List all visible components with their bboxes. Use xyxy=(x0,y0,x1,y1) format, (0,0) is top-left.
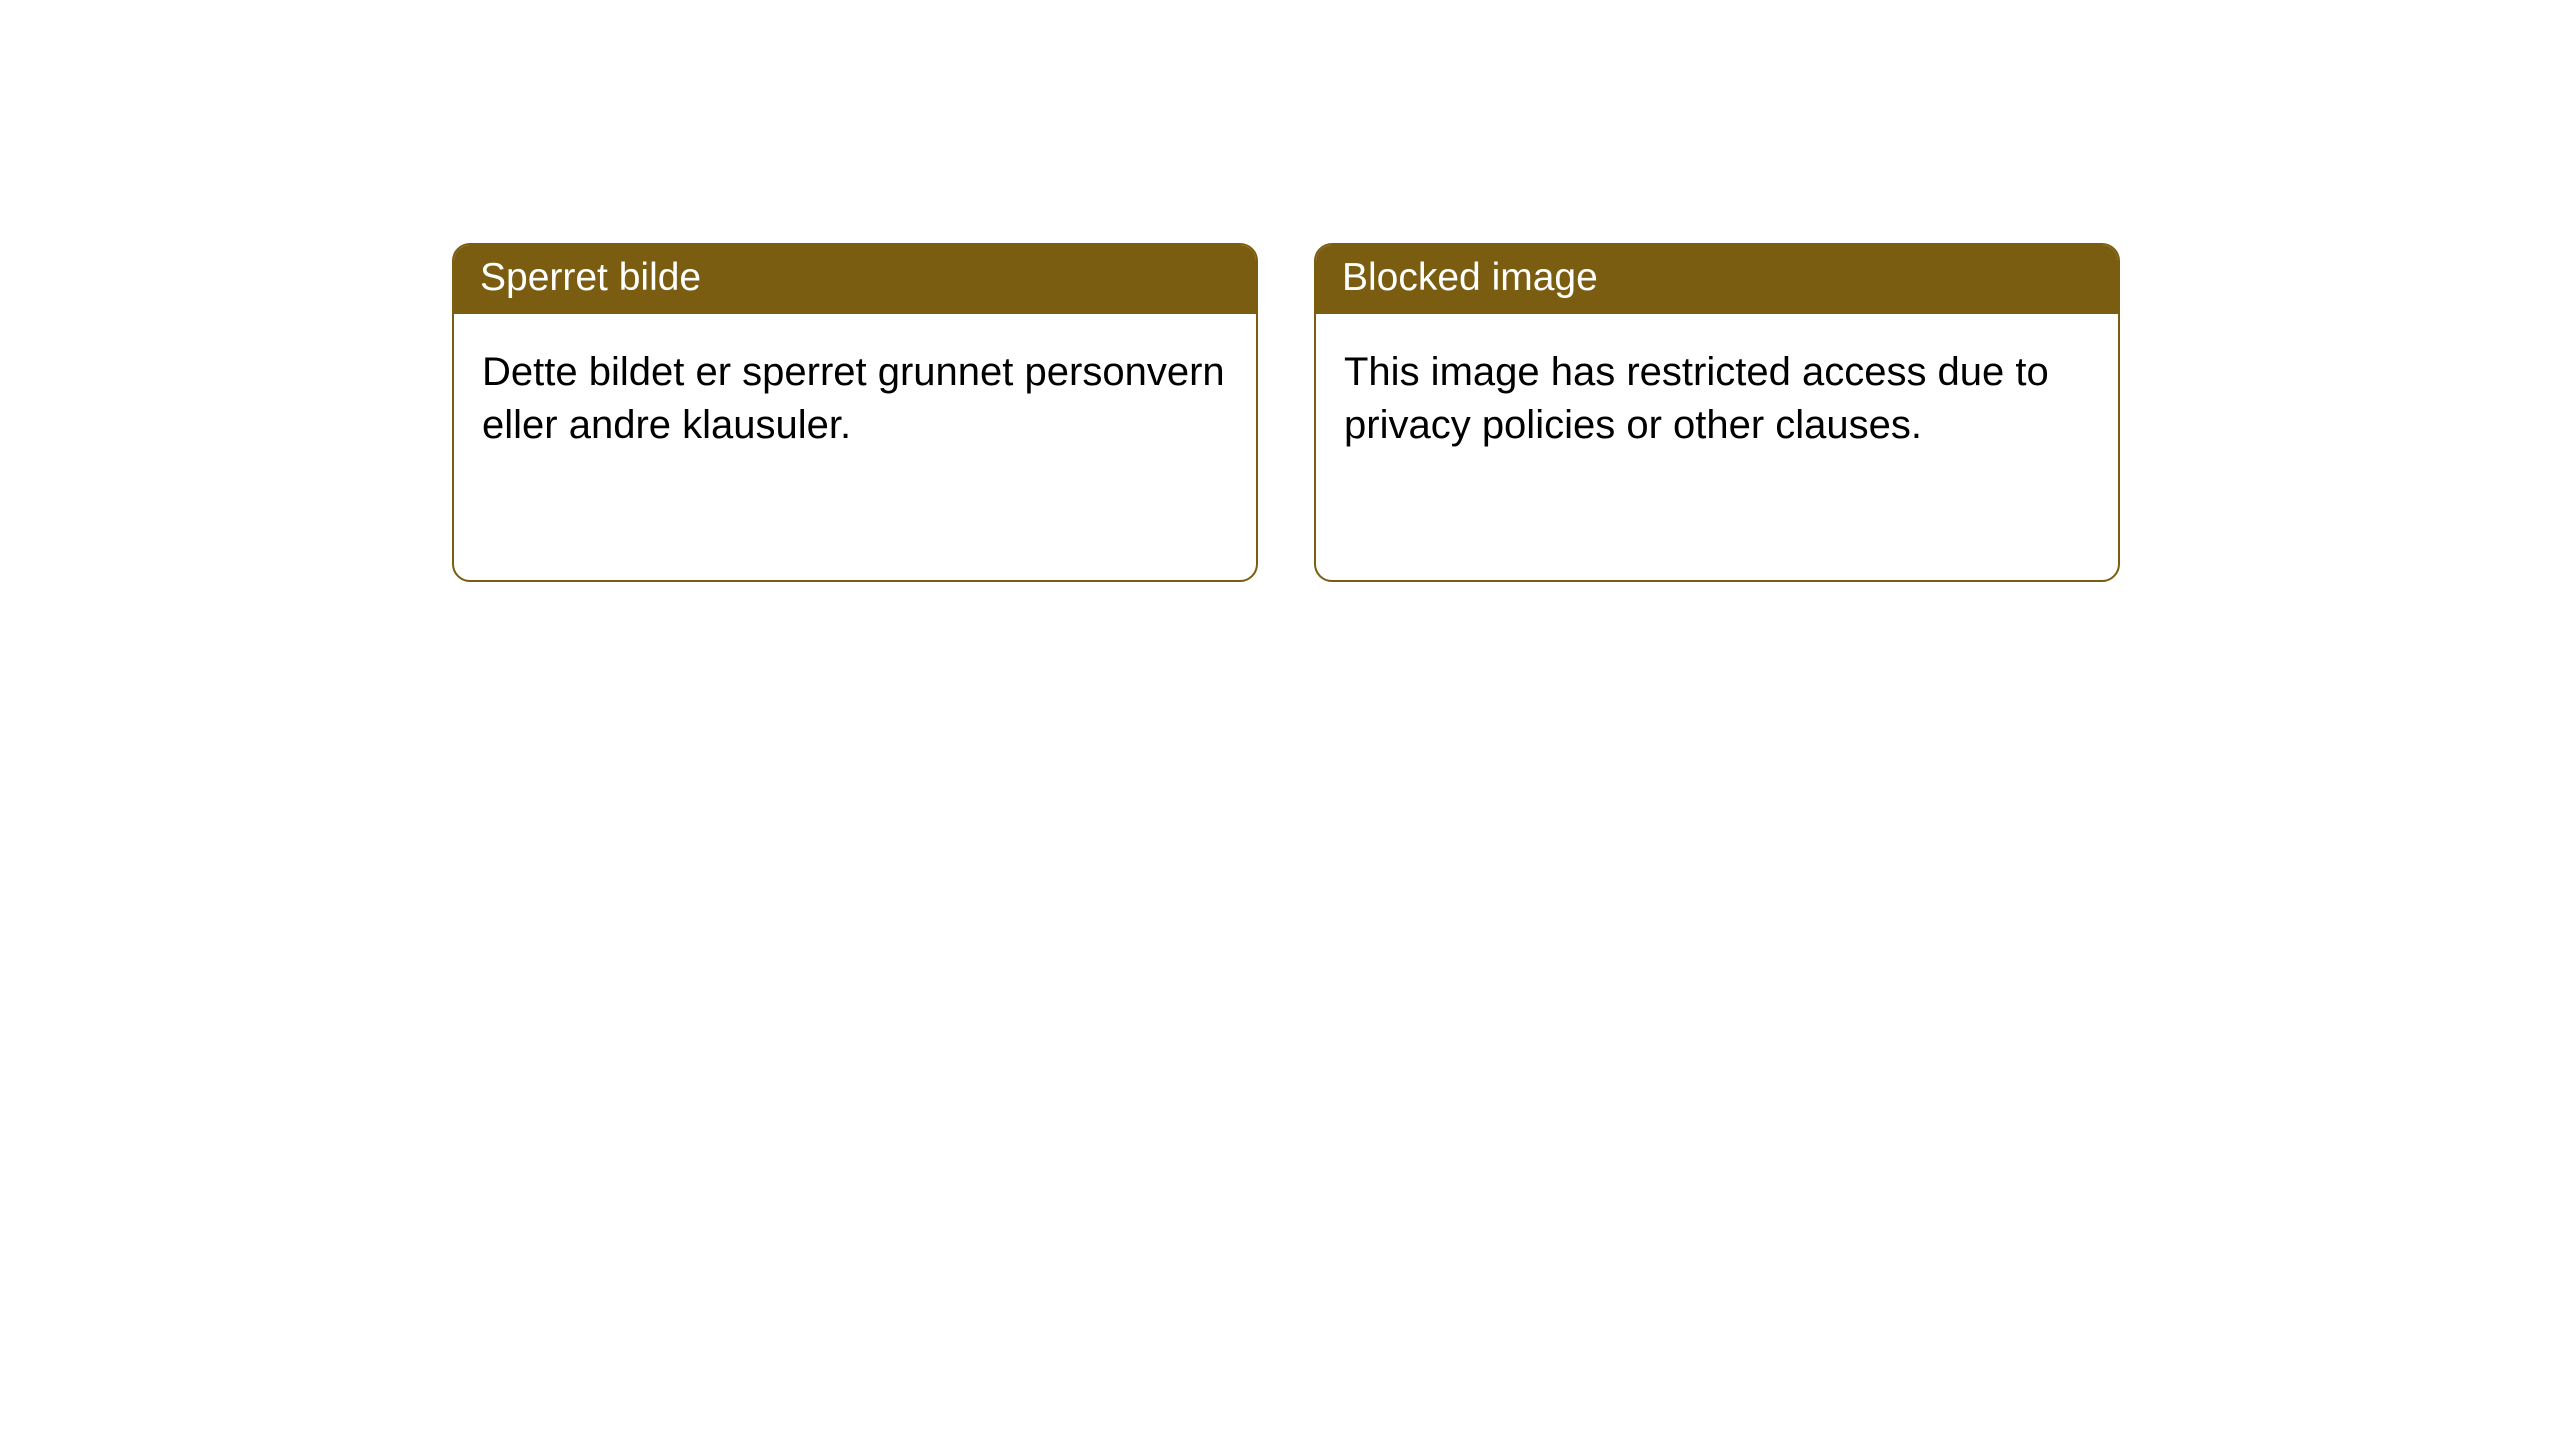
notice-card-body: Dette bildet er sperret grunnet personve… xyxy=(454,314,1256,480)
notice-card-title: Sperret bilde xyxy=(454,245,1256,314)
notice-cards-container: Sperret bilde Dette bildet er sperret gr… xyxy=(0,0,2560,582)
notice-card-no: Sperret bilde Dette bildet er sperret gr… xyxy=(452,243,1258,582)
notice-card-title: Blocked image xyxy=(1316,245,2118,314)
notice-card-body: This image has restricted access due to … xyxy=(1316,314,2118,480)
notice-card-en: Blocked image This image has restricted … xyxy=(1314,243,2120,582)
